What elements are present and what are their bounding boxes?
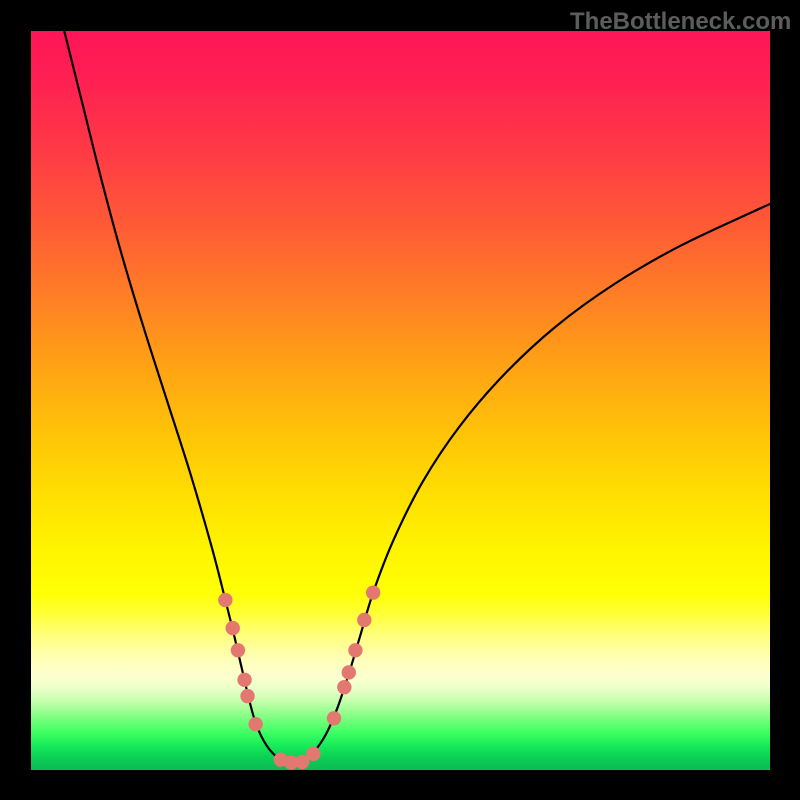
data-marker (237, 673, 251, 687)
data-marker (226, 621, 240, 635)
data-marker (366, 585, 380, 599)
data-marker (231, 643, 245, 657)
data-marker (357, 613, 371, 627)
data-marker (327, 711, 341, 725)
watermark-text: TheBottleneck.com (570, 8, 791, 36)
chart-container: TheBottleneck.com (0, 0, 800, 800)
data-marker (337, 680, 351, 694)
data-marker (248, 717, 262, 731)
plot-background (31, 31, 770, 770)
data-marker (306, 747, 320, 761)
data-marker (348, 643, 362, 657)
data-marker (240, 689, 254, 703)
bottleneck-chart (0, 0, 800, 800)
data-marker (342, 665, 356, 679)
data-marker (218, 593, 232, 607)
